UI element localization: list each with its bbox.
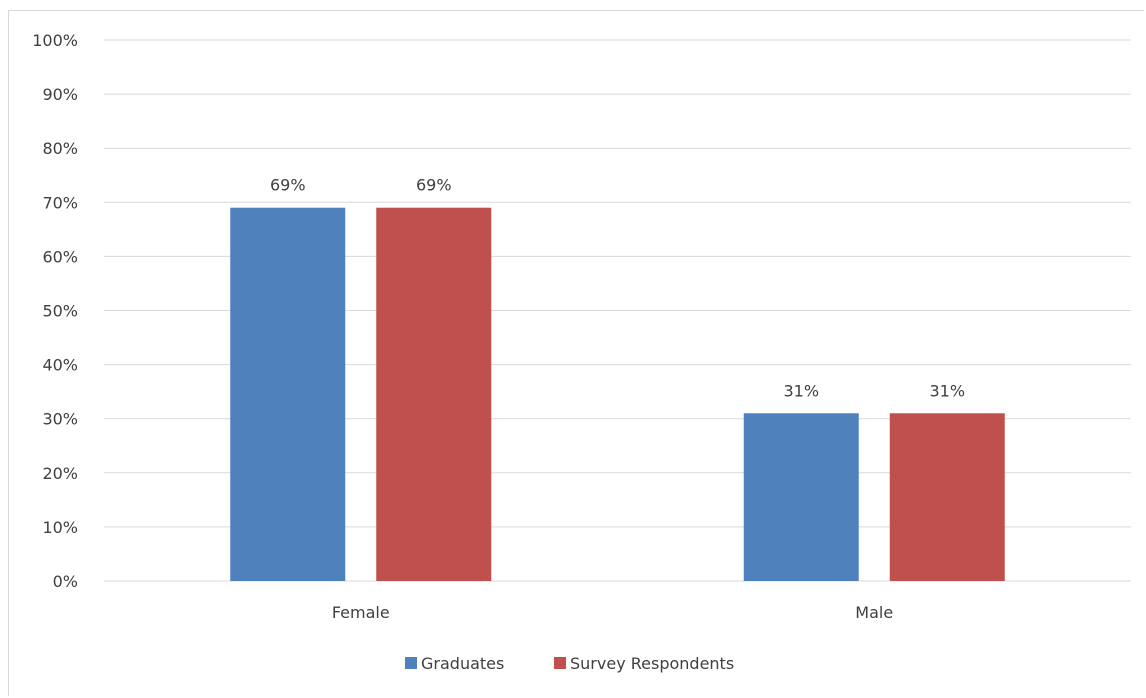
x-tick-label: Male: [855, 603, 893, 622]
legend-swatch: [405, 657, 417, 669]
x-tick-label: Female: [332, 603, 390, 622]
y-tick-label: 40%: [42, 356, 78, 375]
data-label: 69%: [270, 176, 306, 195]
y-tick-label: 60%: [42, 247, 78, 266]
y-tick-label: 30%: [42, 410, 78, 429]
y-tick-label: 80%: [42, 139, 78, 158]
y-tick-label: 100%: [32, 31, 78, 50]
y-tick-label: 50%: [42, 302, 78, 321]
y-tick-label: 10%: [42, 518, 78, 537]
data-label: 31%: [929, 381, 965, 400]
bar-female-survey-respondents: [376, 207, 492, 581]
y-axis-tick-labels: 0% 10% 20% 30% 40% 50% 60% 70% 80% 90% 100%: [32, 31, 78, 591]
legend-label: Survey Respondents: [570, 654, 734, 673]
bar-male-graduates: [743, 413, 859, 581]
data-labels: 69% 69% 31% 31%: [270, 176, 965, 401]
x-axis-tick-labels: Female Male: [332, 603, 893, 622]
legend-swatch: [554, 657, 566, 669]
legend-label: Graduates: [421, 654, 504, 673]
bar-female-graduates: [230, 207, 346, 581]
data-label: 31%: [783, 381, 819, 400]
y-tick-label: 90%: [42, 85, 78, 104]
chart-frame: [8, 10, 1144, 696]
bars: [230, 207, 1005, 581]
y-tick-label: 0%: [53, 572, 78, 591]
data-label: 69%: [416, 176, 452, 195]
y-tick-label: 20%: [42, 464, 78, 483]
bar-male-survey-respondents: [889, 413, 1005, 581]
legend: Graduates Survey Respondents: [405, 654, 734, 673]
y-tick-label: 70%: [42, 193, 78, 212]
